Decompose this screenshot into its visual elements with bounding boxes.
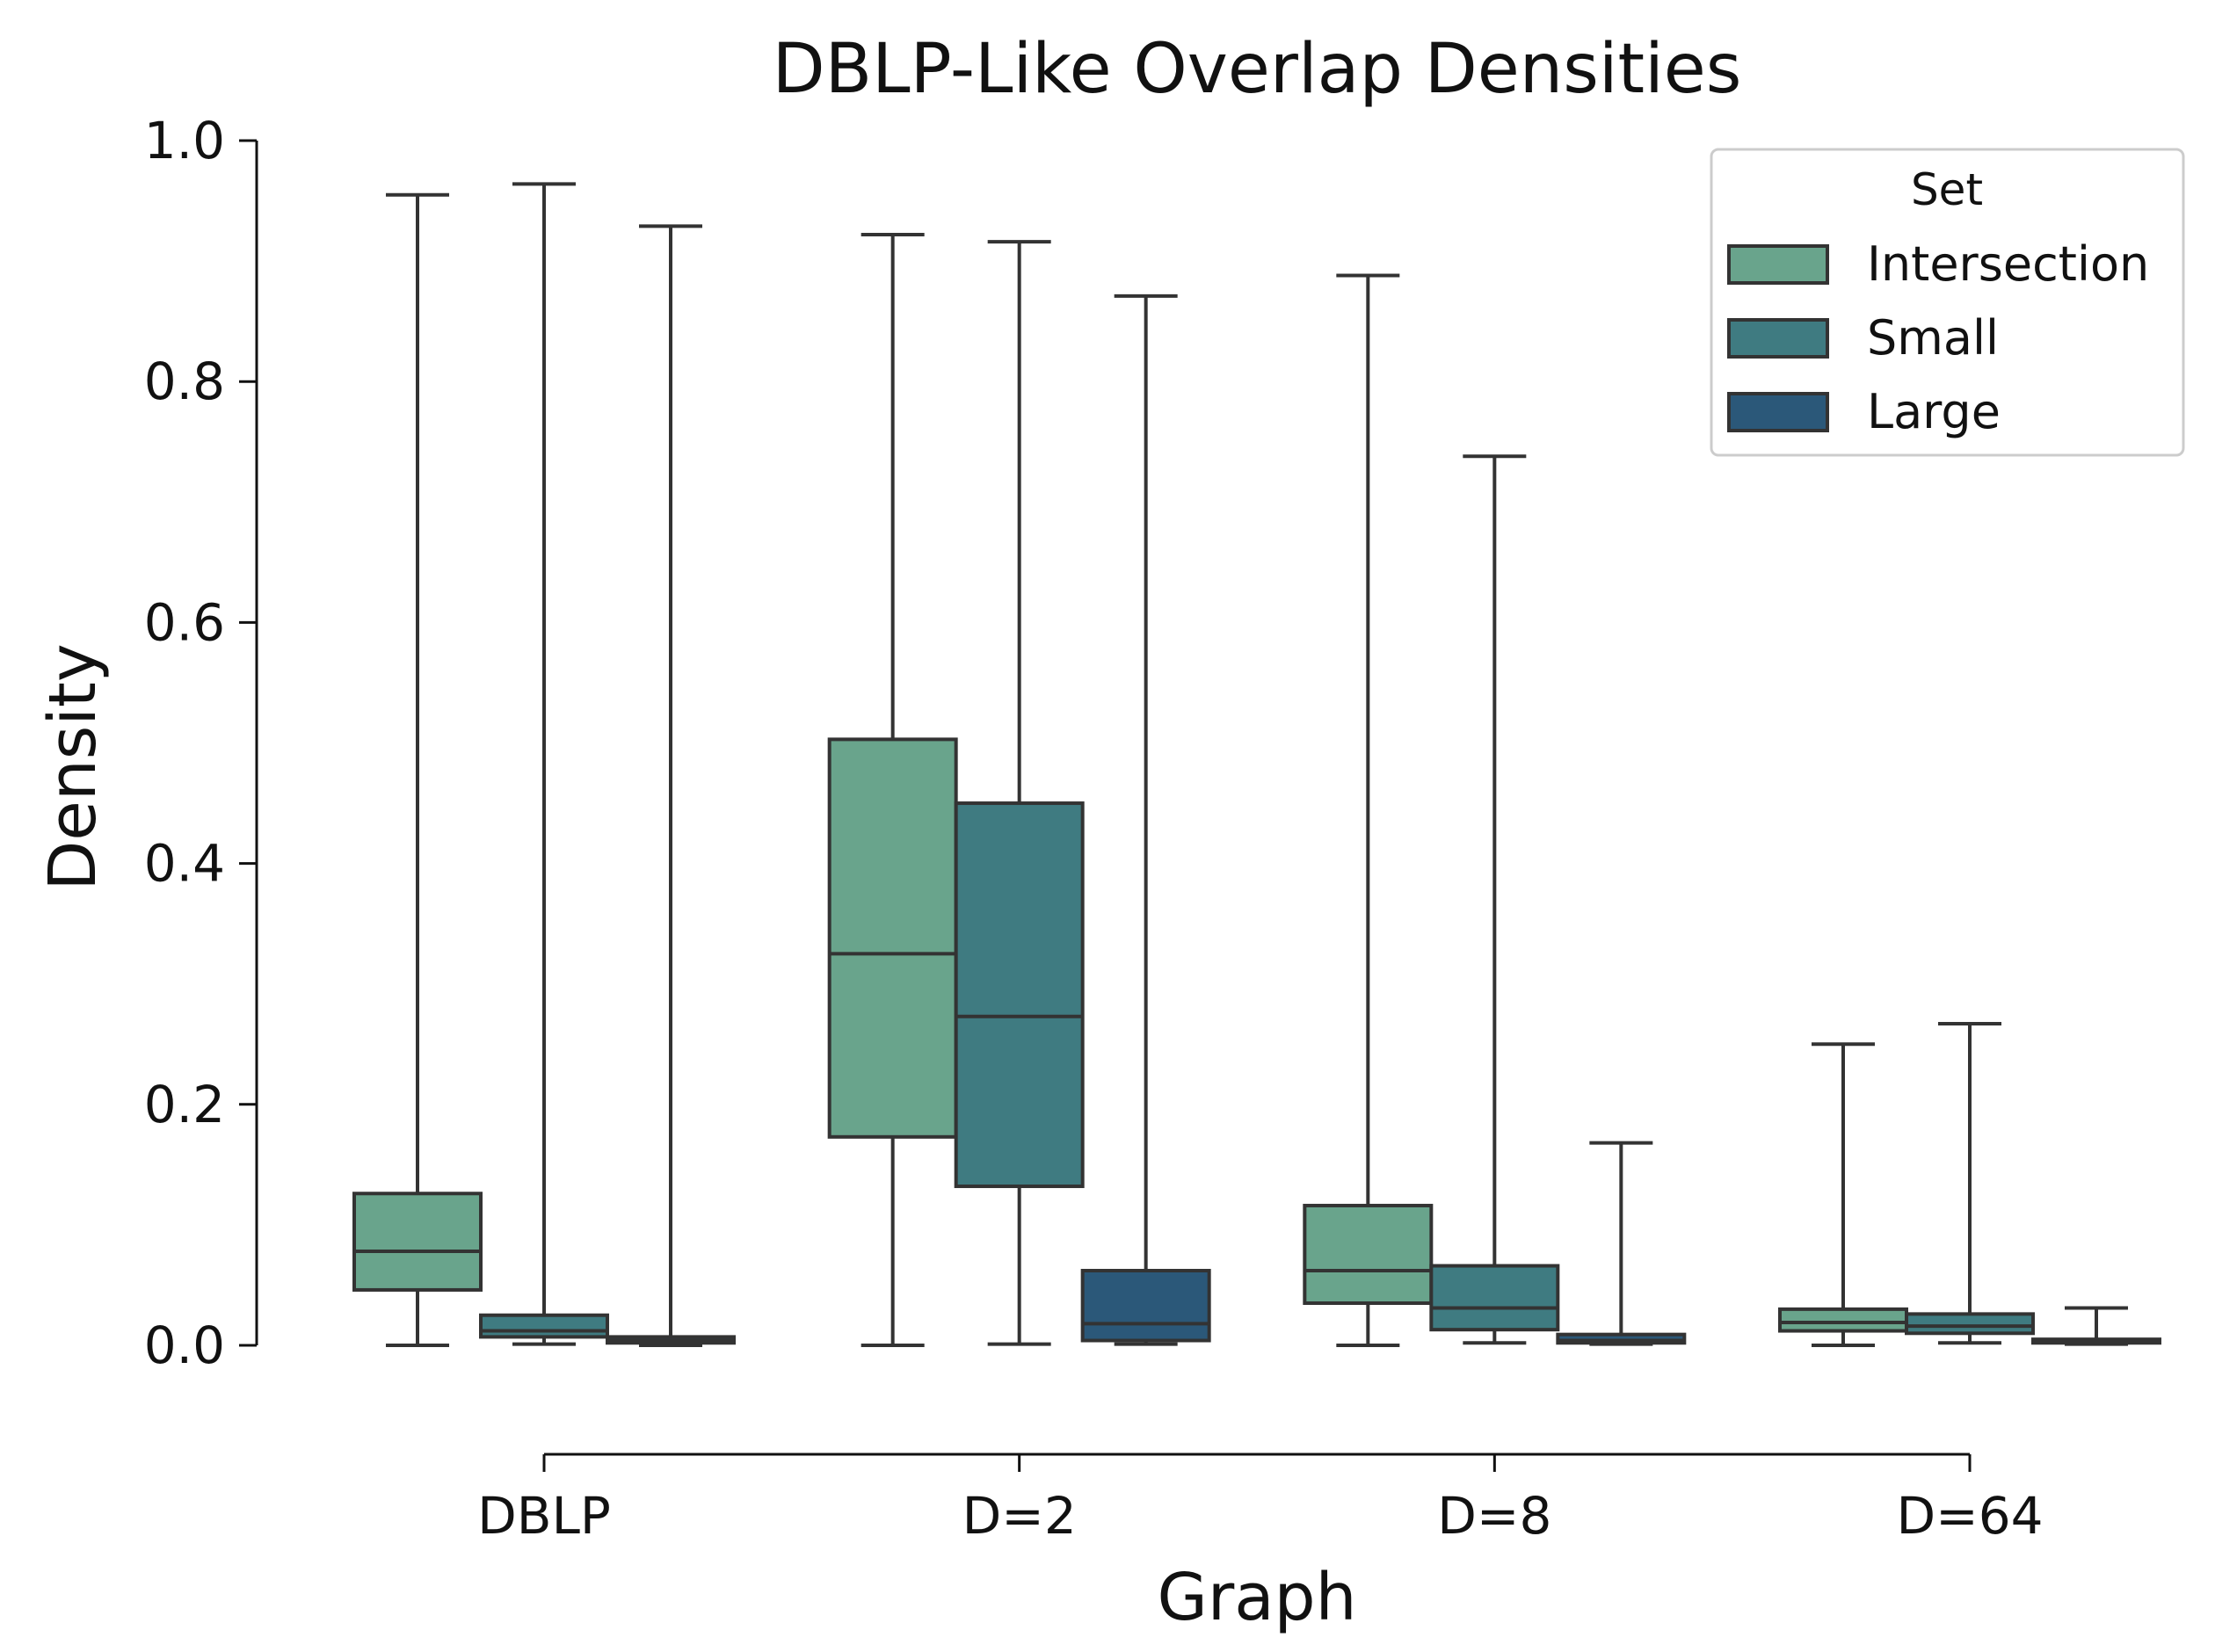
y-axis-label: Density [35,643,111,890]
x-axis-label: Graph [1158,1560,1357,1635]
chart-title: DBLP-Like Overlap Densities [773,30,1742,109]
legend-label-intersection: Intersection [1867,236,2149,292]
box-body [1905,1312,2035,1336]
box-small-d=2 [954,240,1085,1346]
box-intersection-d=8 [1303,273,1434,1347]
legend-items: Intersection Small Large [1727,236,2149,439]
x-tick-label: D=64 [1896,1486,2043,1546]
x-tick-label: D=2 [962,1486,1077,1546]
box-body [479,1313,609,1339]
box-small-d=8 [1429,454,1560,1345]
box-body [352,1192,483,1292]
box-intersection-dblp [352,192,483,1347]
box-intersection-d=64 [1778,1042,1908,1347]
box-body [954,801,1085,1189]
legend-swatch-large [1727,392,1829,432]
y-tick-label: 1.0 [144,111,225,170]
x-axis: DBLP D=2 D=8 D=64 [477,1453,2044,1546]
legend-title: Set [1911,164,1983,215]
box-group [352,182,2161,1347]
legend-swatch-small [1727,318,1829,359]
y-tick-label: 0.4 [144,834,225,894]
y-tick-label: 0.2 [144,1075,225,1134]
box-small-d=64 [1905,1021,2035,1345]
box-large-d=64 [2031,1306,2161,1346]
box-body [1556,1332,1687,1345]
legend-swatch-intersection [1727,244,1829,285]
box-intersection-d=2 [827,232,958,1347]
legend: Set Intersection Small Large [1710,148,2185,457]
box-large-dblp [606,224,736,1347]
y-axis: 0.0 0.2 0.4 0.6 0.8 1.0 [144,111,258,1375]
box-large-d=8 [1556,1141,1687,1346]
y-tick-label: 0.8 [144,351,225,411]
y-tick-label: 0.6 [144,592,225,652]
legend-label-large: Large [1867,384,2001,439]
box-body [1080,1268,1211,1343]
x-tick-label: D=8 [1437,1486,1551,1546]
y-tick-label: 0.0 [144,1315,225,1375]
box-large-d=2 [1080,293,1211,1346]
legend-label-small: Small [1867,310,1999,366]
box-body [1429,1264,1560,1332]
box-body [1303,1203,1434,1306]
box-small-dblp [479,182,609,1346]
x-tick-label: DBLP [477,1486,611,1546]
box-body [827,737,958,1139]
box-body [1778,1307,1908,1333]
legend-frame [1710,148,2185,457]
